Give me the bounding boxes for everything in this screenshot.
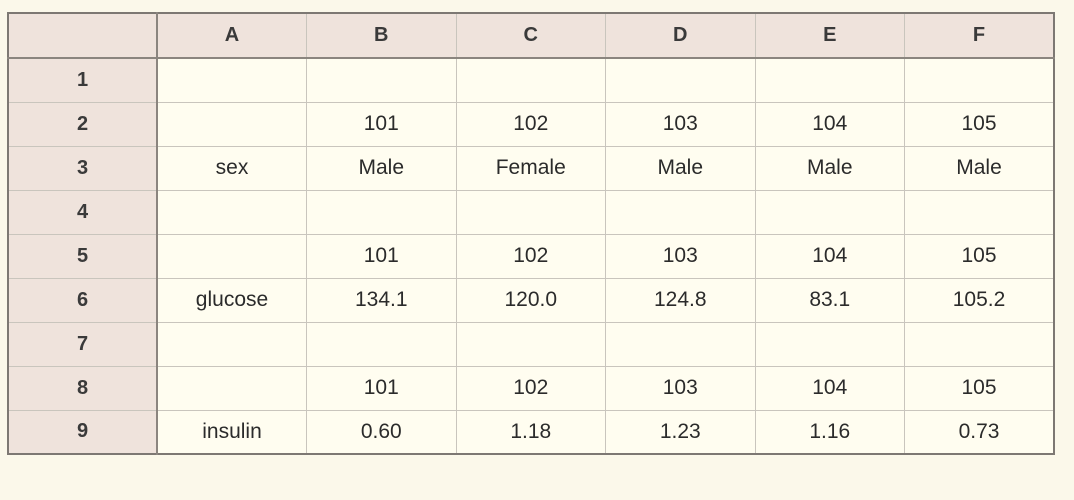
cell-e1[interactable] — [754, 57, 905, 103]
row-header[interactable]: 7 — [7, 321, 158, 367]
select-all-corner[interactable] — [7, 12, 158, 59]
cell-a2[interactable] — [156, 101, 307, 147]
cell-a5[interactable] — [156, 233, 307, 279]
cell-e9[interactable]: 1.16 — [754, 409, 905, 455]
cell-b4[interactable] — [306, 189, 457, 235]
table-row: 6 glucose 134.1 120.0 124.8 83.1 105.2 — [7, 277, 1055, 323]
spreadsheet: A B C D E F 1 2 101 102 103 104 105 3 sex Male Fem… — [7, 12, 1055, 455]
cell-e7[interactable] — [754, 321, 905, 367]
column-header-a[interactable]: A — [156, 12, 307, 59]
cell-c7[interactable] — [455, 321, 606, 367]
cell-b8[interactable]: 101 — [306, 365, 457, 411]
cell-e8[interactable]: 104 — [754, 365, 905, 411]
table-row: 7 — [7, 321, 1055, 367]
cell-f5[interactable]: 105 — [904, 233, 1055, 279]
cell-b9[interactable]: 0.60 — [306, 409, 457, 455]
cell-f3[interactable]: Male — [904, 145, 1055, 191]
cell-e6[interactable]: 83.1 — [754, 277, 905, 323]
cell-c5[interactable]: 102 — [455, 233, 606, 279]
cell-d6[interactable]: 124.8 — [605, 277, 756, 323]
cell-b1[interactable] — [306, 57, 457, 103]
cell-c3[interactable]: Female — [455, 145, 606, 191]
cell-b3[interactable]: Male — [306, 145, 457, 191]
column-header-row: A B C D E F — [7, 12, 1055, 59]
table-row: 1 — [7, 57, 1055, 103]
cell-c2[interactable]: 102 — [455, 101, 606, 147]
cell-e2[interactable]: 104 — [754, 101, 905, 147]
cell-a9[interactable]: insulin — [156, 409, 307, 455]
cell-e5[interactable]: 104 — [754, 233, 905, 279]
cell-a7[interactable] — [156, 321, 307, 367]
table-row: 4 — [7, 189, 1055, 235]
cell-a8[interactable] — [156, 365, 307, 411]
row-header[interactable]: 2 — [7, 101, 158, 147]
cell-f6[interactable]: 105.2 — [904, 277, 1055, 323]
cell-c4[interactable] — [455, 189, 606, 235]
table-row: 3 sex Male Female Male Male Male — [7, 145, 1055, 191]
row-header[interactable]: 1 — [7, 57, 158, 103]
cell-d8[interactable]: 103 — [605, 365, 756, 411]
cell-f4[interactable] — [904, 189, 1055, 235]
cell-d4[interactable] — [605, 189, 756, 235]
cell-d5[interactable]: 103 — [605, 233, 756, 279]
cell-d9[interactable]: 1.23 — [605, 409, 756, 455]
cell-f9[interactable]: 0.73 — [904, 409, 1055, 455]
cell-a6[interactable]: glucose — [156, 277, 307, 323]
cell-e3[interactable]: Male — [754, 145, 905, 191]
cell-d2[interactable]: 103 — [605, 101, 756, 147]
row-header[interactable]: 4 — [7, 189, 158, 235]
row-header[interactable]: 5 — [7, 233, 158, 279]
column-header-b[interactable]: B — [306, 12, 457, 59]
cell-f7[interactable] — [904, 321, 1055, 367]
table-row: 5 101 102 103 104 105 — [7, 233, 1055, 279]
cell-e4[interactable] — [754, 189, 905, 235]
spreadsheet-grid: A B C D E F 1 2 101 102 103 104 105 3 sex Male Fem… — [7, 12, 1055, 455]
cell-c8[interactable]: 102 — [455, 365, 606, 411]
column-header-f[interactable]: F — [904, 12, 1055, 59]
table-row: 8 101 102 103 104 105 — [7, 365, 1055, 411]
cell-c1[interactable] — [455, 57, 606, 103]
cell-b6[interactable]: 134.1 — [306, 277, 457, 323]
row-header[interactable]: 8 — [7, 365, 158, 411]
column-header-c[interactable]: C — [455, 12, 606, 59]
row-header[interactable]: 3 — [7, 145, 158, 191]
cell-d3[interactable]: Male — [605, 145, 756, 191]
cell-a4[interactable] — [156, 189, 307, 235]
cell-f1[interactable] — [904, 57, 1055, 103]
cell-f2[interactable]: 105 — [904, 101, 1055, 147]
cell-c9[interactable]: 1.18 — [455, 409, 606, 455]
spreadsheet-body: 1 2 101 102 103 104 105 3 sex Male Female Male Male M… — [7, 57, 1055, 455]
cell-b2[interactable]: 101 — [306, 101, 457, 147]
cell-b7[interactable] — [306, 321, 457, 367]
row-header[interactable]: 9 — [7, 409, 158, 455]
cell-d1[interactable] — [605, 57, 756, 103]
table-row: 2 101 102 103 104 105 — [7, 101, 1055, 147]
cell-c6[interactable]: 120.0 — [455, 277, 606, 323]
row-header[interactable]: 6 — [7, 277, 158, 323]
cell-f8[interactable]: 105 — [904, 365, 1055, 411]
cell-a3[interactable]: sex — [156, 145, 307, 191]
cell-b5[interactable]: 101 — [306, 233, 457, 279]
cell-a1[interactable] — [156, 57, 307, 103]
column-header-e[interactable]: E — [754, 12, 905, 59]
column-header-d[interactable]: D — [605, 12, 756, 59]
table-row: 9 insulin 0.60 1.18 1.23 1.16 0.73 — [7, 409, 1055, 455]
cell-d7[interactable] — [605, 321, 756, 367]
